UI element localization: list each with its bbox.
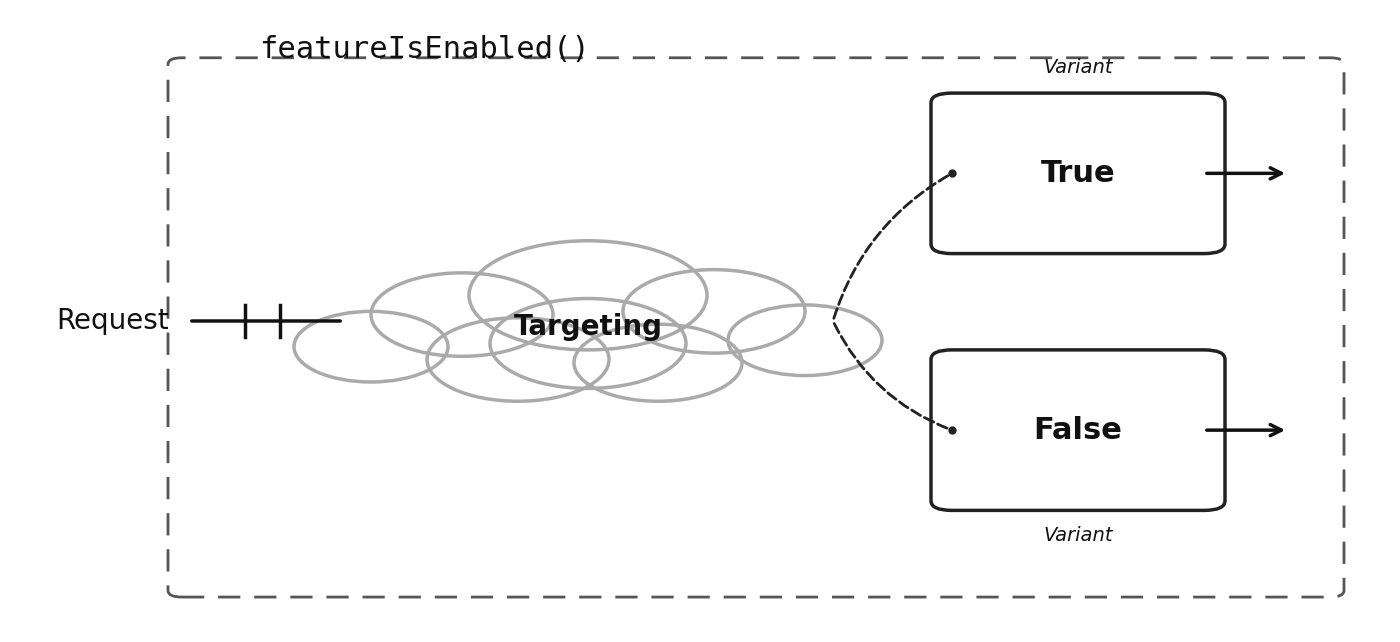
Circle shape — [427, 318, 609, 401]
Circle shape — [294, 311, 448, 382]
Circle shape — [490, 299, 686, 388]
Text: Request: Request — [56, 307, 168, 335]
FancyBboxPatch shape — [931, 93, 1225, 254]
Circle shape — [574, 324, 742, 401]
Circle shape — [371, 273, 553, 356]
Circle shape — [728, 305, 882, 376]
Text: False: False — [1033, 415, 1123, 445]
Circle shape — [469, 241, 707, 350]
Text: featureIsEnabled(): featureIsEnabled() — [259, 35, 589, 64]
Text: Variant: Variant — [1043, 526, 1113, 546]
Circle shape — [623, 270, 805, 353]
Text: Variant: Variant — [1043, 58, 1113, 77]
Text: True: True — [1040, 159, 1116, 188]
FancyBboxPatch shape — [931, 350, 1225, 510]
Text: Targeting: Targeting — [514, 313, 662, 342]
